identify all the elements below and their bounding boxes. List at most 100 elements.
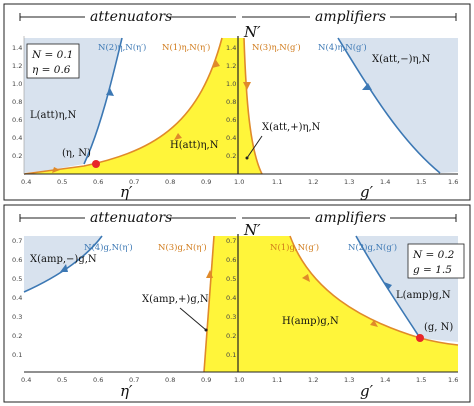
bottom-x-tick: 1.0 [234, 376, 244, 384]
top-arrow-blue-left2 [52, 167, 60, 173]
bottom-y-tick-left: 0.4 [12, 294, 22, 302]
top-label-region-blue-left: L(att)η,N [30, 110, 77, 121]
bottom-param-g: g = 1.5 [413, 264, 452, 276]
top-x-tick: 0.5 [57, 178, 67, 186]
top-y-tick: 0.4 [226, 134, 236, 142]
top-x-tick: 1.6 [448, 178, 458, 186]
top-y-tick-left: 1.4 [12, 44, 22, 52]
bottom-panel: attenuators amplifiers 0.1 0.2 [3, 204, 471, 403]
top-x-tick: 1.1 [272, 178, 282, 186]
bottom-x-tick: 1.5 [416, 376, 426, 384]
top-y-tick: 0.6 [226, 116, 236, 124]
bottom-arrow-blue-right [384, 282, 392, 290]
top-x-tick: 1.5 [416, 178, 426, 186]
top-ylabel: N′ [243, 23, 261, 41]
bottom-y-tick-left: 0.1 [12, 351, 22, 359]
bottom-y-tick-left: 0.6 [12, 256, 22, 264]
top-region-yellow [24, 38, 238, 174]
bottom-label-curve-blue-left: N(4)g,N(η′) [84, 242, 133, 253]
top-label-curve-orange-right: N(3)η,N(g′) [252, 42, 301, 53]
bottom-y-tick: 0.1 [226, 351, 236, 359]
top-label-curve-blue-left: N(2)η,N(η′) [98, 42, 146, 53]
bottom-x-tick: 1.1 [272, 376, 282, 384]
bottom-leader-cross [179, 307, 207, 331]
top-y-tick: 1.4 [226, 44, 236, 52]
top-y-tick-left: 1.0 [12, 80, 22, 88]
bottom-arrow-blue-left [60, 264, 68, 272]
bottom-label-region-blue-left: X(amp,−)g,N [30, 254, 97, 265]
top-arrow-blue-right [362, 83, 372, 90]
bottom-y-tick: 0.6 [226, 256, 236, 264]
top-y-ticks: 0.2 0.4 0.6 0.8 1.0 1.2 1.4 0.2 0.4 0.6 … [12, 44, 236, 160]
top-param-n: N = 0.1 [31, 49, 73, 61]
top-y-tick-left: 0.4 [12, 134, 22, 142]
top-x-tick: 0.9 [201, 178, 211, 186]
bottom-x-tick: 0.4 [21, 376, 31, 384]
bottom-x-tick: 0.7 [129, 376, 139, 384]
top-leader-dot [245, 156, 249, 160]
top-label-region-blue-right: X(att,−)η,N [372, 54, 431, 65]
top-panel: attenuators amplifiers 0.2 [3, 3, 471, 201]
top-y-tick-left: 0.8 [12, 98, 22, 106]
top-curve-orange-right [243, 37, 263, 175]
top-label-region-yellow: H(att)η,N [170, 140, 219, 151]
bottom-arrow-orange-right [302, 274, 310, 282]
top-y-tick-left: 0.2 [12, 152, 22, 160]
top-y-tick-left: 0.6 [12, 116, 22, 124]
bottom-label-region-yellow: H(amp)g,N [282, 316, 339, 327]
bottom-y-tick-left: 0.7 [12, 237, 22, 245]
top-label-region-cross: X(att,+)η,N [262, 122, 321, 133]
bottom-curve-blue-right [355, 235, 421, 339]
bottom-y-tick: 0.2 [226, 332, 236, 340]
bottom-label-point: (g, N) [424, 322, 453, 333]
bottom-arrow-orange-left [206, 270, 213, 278]
top-arrow-orange-left2 [212, 60, 220, 68]
top-label-point: (η, N) [62, 148, 91, 159]
bottom-x-tick: 1.2 [308, 376, 318, 384]
top-param-eta: η = 0.6 [32, 64, 71, 76]
top-curve-blue-right [337, 37, 441, 174]
bottom-label-region-cross: X(amp,+)g,N [142, 294, 209, 305]
bottom-param-n: N = 0.2 [412, 249, 455, 261]
bottom-region-blue-left [24, 236, 102, 292]
top-param-box [26, 43, 80, 79]
bottom-x-tick: 1.3 [344, 376, 354, 384]
top-x-tick: 0.4 [21, 178, 31, 186]
top-x-tick: 1.0 [234, 178, 244, 186]
bottom-x-tick: 1.4 [380, 376, 390, 384]
bottom-y-tick: 0.3 [226, 313, 236, 321]
bottom-x-tick: 0.8 [165, 376, 175, 384]
bottom-y-tick-left: 0.3 [12, 313, 22, 321]
top-x-tick: 1.4 [380, 178, 390, 186]
top-x-tick: 0.6 [93, 178, 103, 186]
bottom-x-tick: 0.9 [201, 376, 211, 384]
bottom-x-tick: 1.6 [448, 376, 458, 384]
top-x-ticks: 0.4 0.5 0.6 0.7 0.8 0.9 1.0 1.1 1.2 1.3 … [21, 178, 458, 186]
top-x-tick: 1.3 [344, 178, 354, 186]
bottom-param-box [407, 243, 465, 279]
top-arrow-blue-left [106, 88, 114, 96]
bottom-y-ticks: 0.1 0.2 0.3 0.4 0.5 0.6 0.7 0.1 0.2 0.3 … [12, 237, 236, 359]
top-region-yellow-right [238, 38, 262, 174]
top-arrow-orange-left [174, 133, 182, 140]
bottom-point [416, 334, 424, 342]
bottom-ylabel: N′ [243, 221, 261, 239]
bottom-header-attenuators: attenuators [90, 210, 172, 226]
bottom-curve-orange-left [203, 235, 215, 373]
top-region-blue-right [338, 38, 458, 173]
bottom-xlabel-left: η′ [120, 382, 133, 400]
bottom-x-ticks: 0.4 0.5 0.6 0.7 0.8 0.9 1.0 1.1 1.2 1.3 … [21, 376, 458, 384]
top-header-amplifiers: amplifiers [315, 9, 386, 25]
top-y-tick: 0.8 [226, 98, 236, 106]
bottom-y-tick: 0.4 [226, 294, 236, 302]
top-header-attenuators: attenuators [90, 9, 172, 25]
top-y-tick: 1.0 [226, 80, 236, 88]
bottom-label-curve-orange-left: N(3)g,N(η′) [158, 242, 207, 253]
bottom-y-tick-left: 0.2 [12, 332, 22, 340]
top-xlabel-right: g′ [360, 183, 374, 201]
bottom-region-yellow-right [238, 236, 458, 372]
top-y-tick-left: 1.2 [12, 62, 22, 70]
top-leader-cross [246, 135, 263, 159]
bottom-label-region-blue-right: L(amp)g,N [396, 290, 451, 301]
